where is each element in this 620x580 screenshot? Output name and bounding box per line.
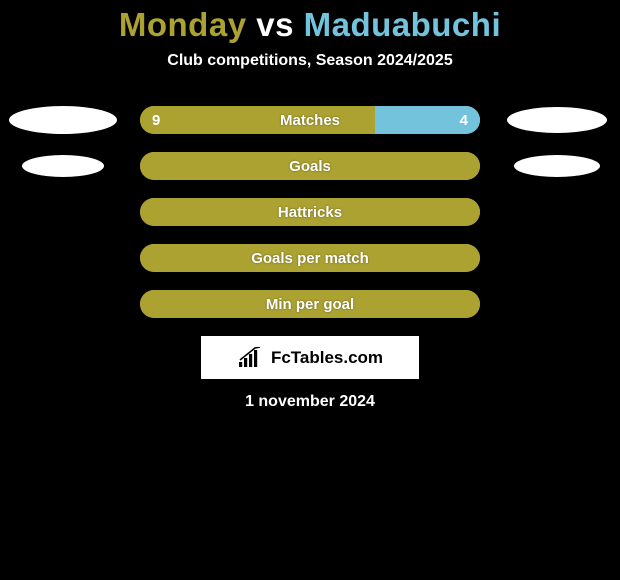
left-side-slot bbox=[8, 106, 118, 134]
stat-row: Goals per match bbox=[0, 244, 620, 272]
title-vs: vs bbox=[256, 6, 294, 43]
placeholder-ellipse bbox=[9, 106, 117, 134]
subtitle: Club competitions, Season 2024/2025 bbox=[0, 52, 620, 70]
stat-row: Goals bbox=[0, 152, 620, 180]
title-player2: Maduabuchi bbox=[304, 6, 502, 43]
stat-value-left: 9 bbox=[152, 106, 160, 134]
brand-text: FcTables.com bbox=[271, 348, 383, 368]
placeholder-ellipse bbox=[507, 107, 607, 133]
stat-bar: Goals per match bbox=[140, 244, 480, 272]
right-side-slot bbox=[502, 155, 612, 177]
comparison-card: Monday vs Maduabuchi Club competitions, … bbox=[0, 0, 620, 411]
stat-bar: Min per goal bbox=[140, 290, 480, 318]
stat-value-right: 4 bbox=[460, 106, 468, 134]
stat-label: Hattricks bbox=[140, 198, 480, 226]
left-side-slot bbox=[8, 155, 118, 177]
date-text: 1 november 2024 bbox=[0, 393, 620, 411]
stat-label: Min per goal bbox=[140, 290, 480, 318]
brand-box: FcTables.com bbox=[201, 336, 419, 379]
placeholder-ellipse bbox=[22, 155, 104, 177]
bars-icon bbox=[237, 347, 265, 369]
title-player1: Monday bbox=[119, 6, 247, 43]
stat-bar: Matches9 4 bbox=[140, 106, 480, 134]
right-side-slot bbox=[502, 107, 612, 133]
stat-row: Matches9 4 bbox=[0, 106, 620, 134]
stat-bar: Goals bbox=[140, 152, 480, 180]
stat-rows: Matches9 4 Goals Hattricks Goals per match Mi… bbox=[0, 106, 620, 318]
stat-label: Goals per match bbox=[140, 244, 480, 272]
stat-label: Goals bbox=[140, 152, 480, 180]
stat-row: Min per goal bbox=[0, 290, 620, 318]
stat-label: Matches bbox=[140, 106, 480, 134]
stat-bar: Hattricks bbox=[140, 198, 480, 226]
page-title: Monday vs Maduabuchi bbox=[0, 6, 620, 44]
stat-row: Hattricks bbox=[0, 198, 620, 226]
placeholder-ellipse bbox=[514, 155, 600, 177]
